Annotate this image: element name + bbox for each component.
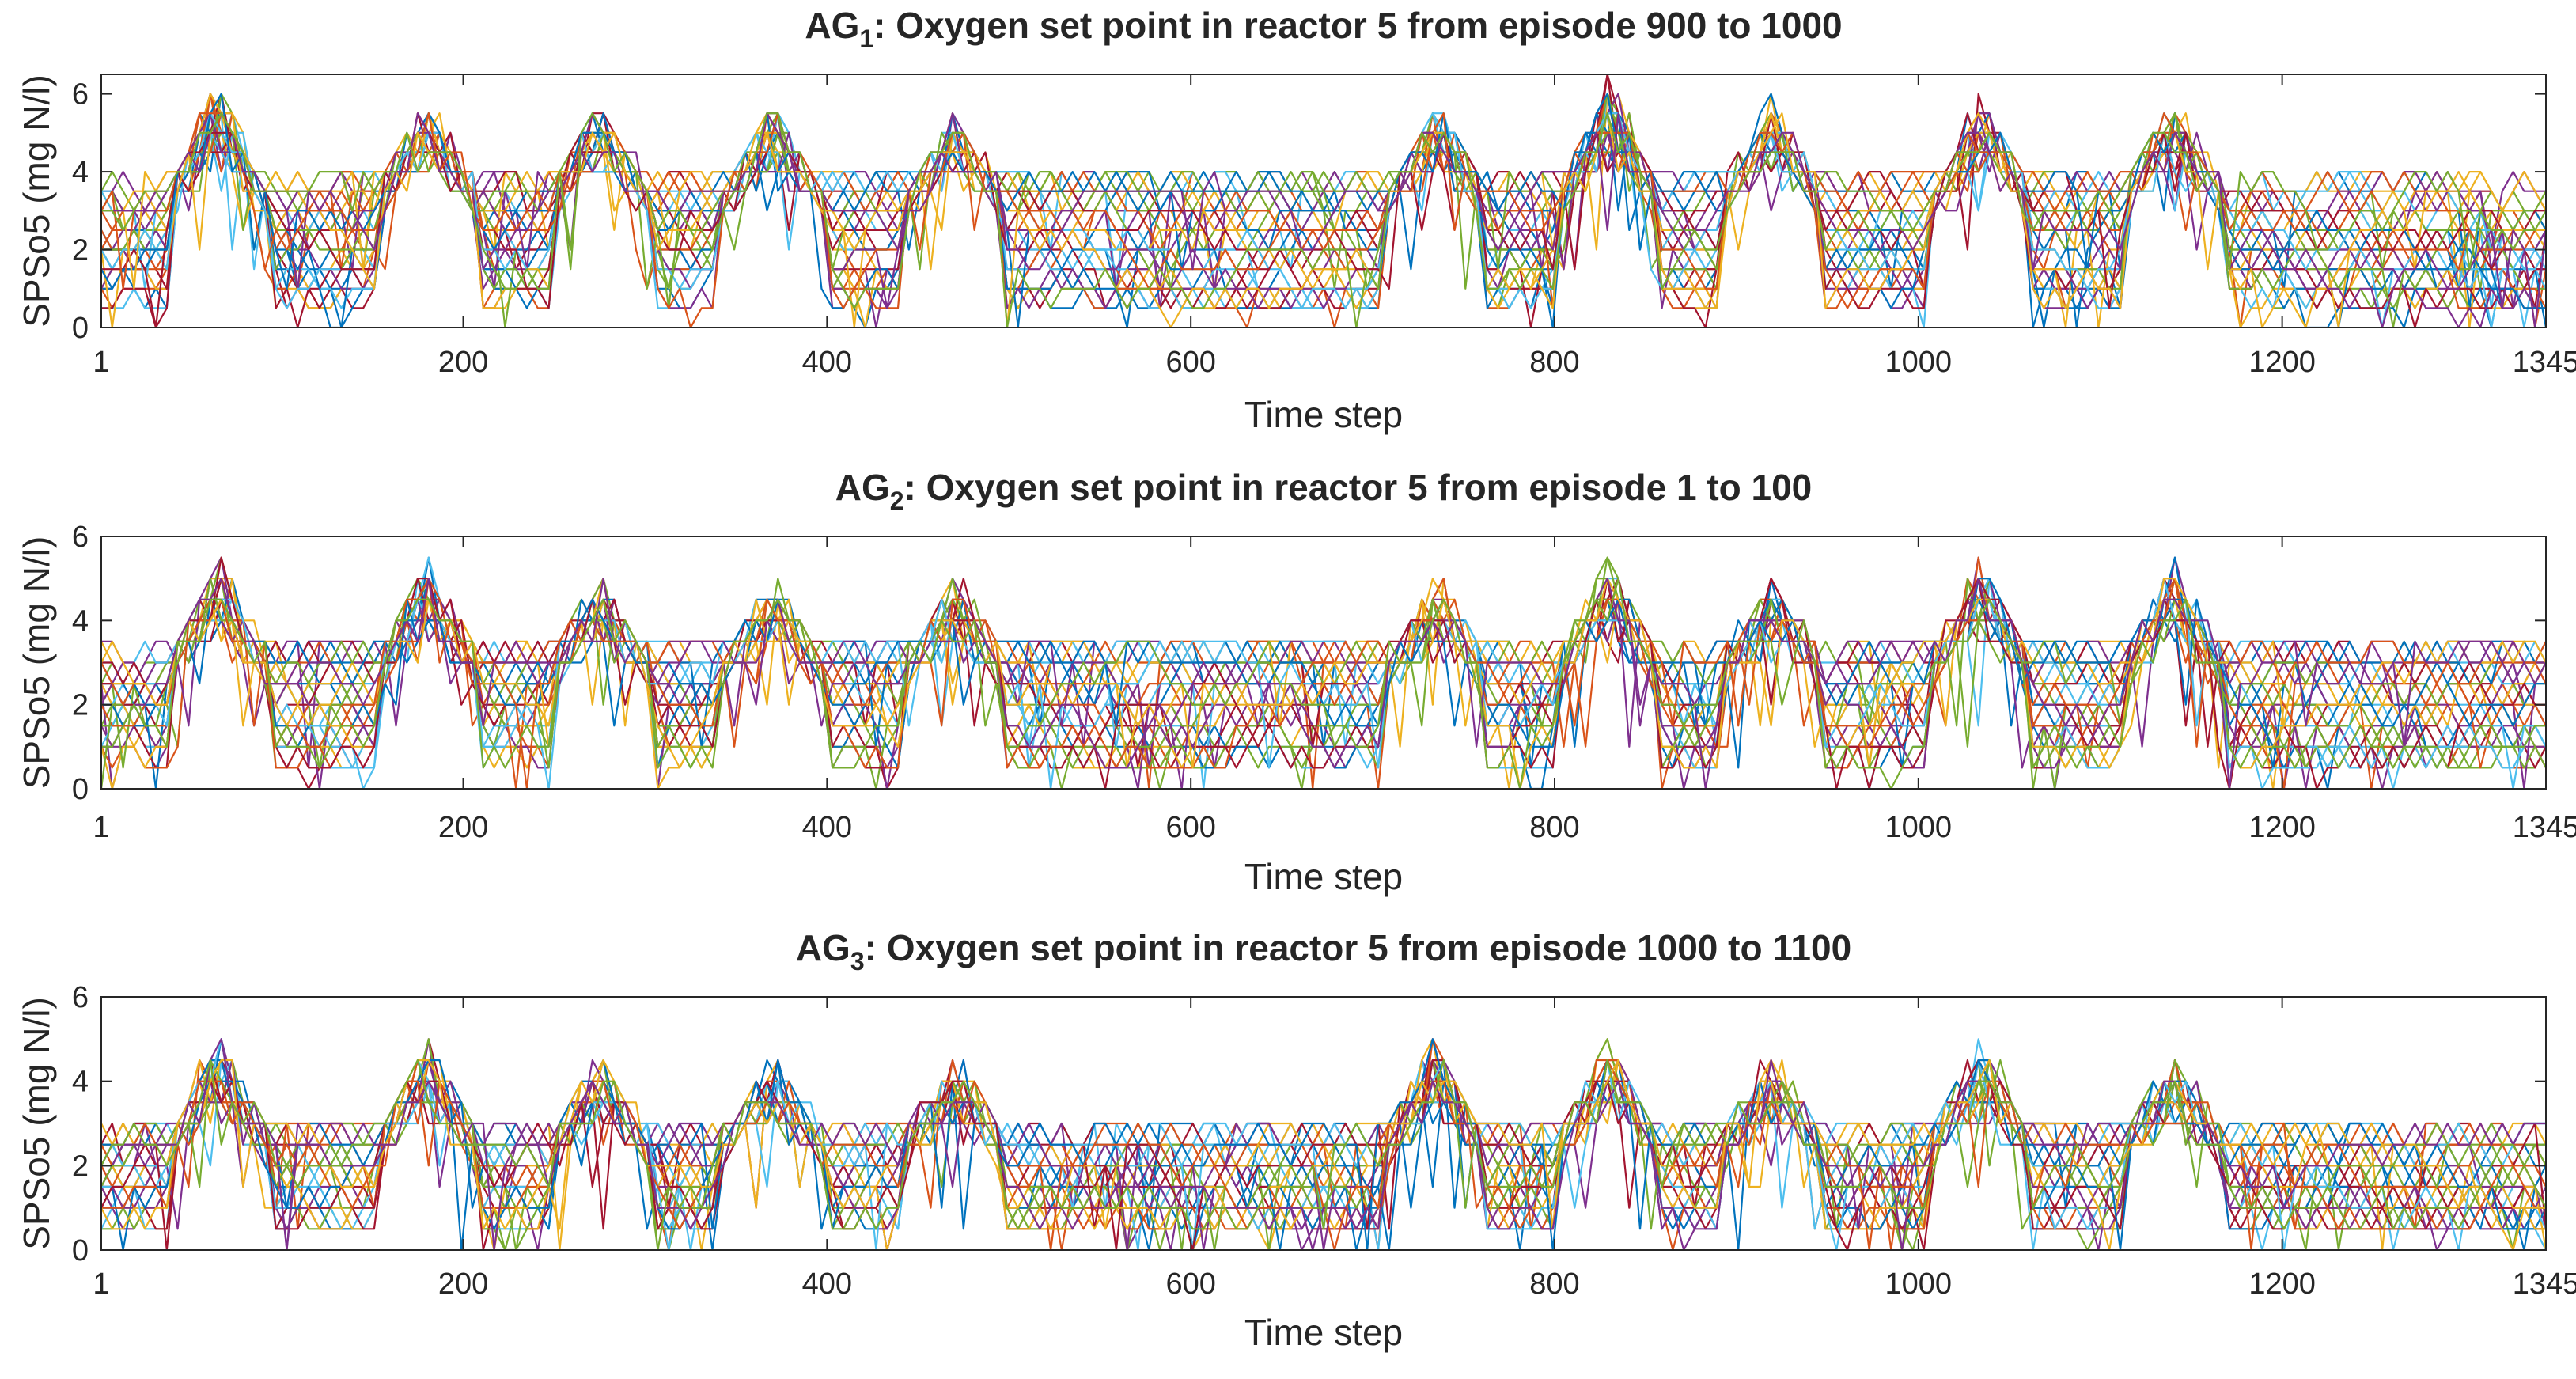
series-line [101,112,2546,309]
y-tick-label: 2 [72,1150,89,1183]
y-tick-label: 6 [72,521,89,554]
x-tick-label: 1 [93,346,109,379]
chart-panel-3: AG3: Oxygen set point in reactor 5 from … [16,927,2576,1353]
x-tick-label: 600 [1165,1267,1215,1301]
x-tick-label: 800 [1529,346,1579,379]
x-axis-label: Time step [1244,856,1403,897]
y-tick-label: 0 [72,773,89,806]
series-line [101,598,2546,748]
chart-title: AG1: Oxygen set point in reactor 5 from … [805,5,1842,53]
title-subscript: 2 [890,487,904,515]
y-tick-label: 2 [72,689,89,722]
series-line [101,1038,2546,1250]
x-tick-label: 400 [802,811,852,844]
series-group [101,556,2546,789]
plot-frame [100,74,2547,328]
x-tick-label: 800 [1529,811,1579,844]
title-rest: : Oxygen set point in reactor 5 from epi… [904,467,1813,508]
chart-panel-1: AG1: Oxygen set point in reactor 5 from … [16,5,2576,435]
plot-frame [100,996,2547,1251]
x-tick-label: 1000 [1885,1267,1953,1301]
y-axis-label: SPSo5 (mg N/l) [16,997,57,1250]
title-subscript: 1 [859,25,873,53]
series-line [101,578,2546,789]
x-tick-label: 1345 [2513,1267,2576,1301]
y-tick-label: 2 [72,234,89,267]
y-tick-label: 6 [72,981,89,1014]
y-tick-label: 0 [72,312,89,345]
x-axis-label: Time step [1244,1312,1403,1353]
series-line [101,93,2546,309]
series-line [101,74,2546,328]
x-tick-label: 1200 [2248,1267,2316,1301]
chart-title: AG2: Oxygen set point in reactor 5 from … [835,467,1813,515]
series-line [101,112,2546,328]
x-tick-label: 200 [438,346,488,379]
y-tick-label: 0 [72,1234,89,1267]
x-tick-label: 1000 [1885,346,1953,379]
series-line [101,112,2546,328]
y-tick-label: 4 [72,1066,89,1099]
chart-title: AG3: Oxygen set point in reactor 5 from … [796,927,1851,976]
title-prefix: AG [835,467,890,508]
title-rest: : Oxygen set point in reactor 5 from epi… [873,5,1842,46]
chart-panel-2: AG2: Oxygen set point in reactor 5 from … [16,467,2576,897]
y-tick-label: 4 [72,604,89,638]
x-tick-label: 1200 [2248,811,2316,844]
x-tick-label: 1200 [2248,346,2316,379]
series-group [101,74,2546,328]
series-line [101,578,2546,789]
title-prefix: AG [796,927,850,968]
x-tick-label: 200 [438,1267,488,1301]
y-axis-label: SPSo5 (mg N/l) [16,536,57,790]
y-tick-label: 6 [72,78,89,112]
y-tick-label: 4 [72,156,89,189]
series-group [101,1038,2546,1250]
title-rest: : Oxygen set point in reactor 5 from epi… [865,927,1852,968]
x-tick-label: 800 [1529,1267,1579,1301]
x-tick-label: 400 [802,346,852,379]
x-tick-label: 600 [1165,346,1215,379]
plot-frame [100,536,2547,790]
series-line [101,1059,2546,1250]
x-tick-label: 400 [802,1267,852,1301]
x-tick-label: 1345 [2513,346,2576,379]
x-tick-label: 1000 [1885,811,1953,844]
series-line [101,112,2546,328]
x-tick-label: 1345 [2513,811,2576,844]
x-tick-label: 600 [1165,811,1215,844]
x-tick-label: 1 [93,811,109,844]
y-axis-label: SPSo5 (mg N/l) [16,74,57,328]
x-axis-label: Time step [1244,394,1403,435]
title-prefix: AG [805,5,859,46]
title-subscript: 3 [850,947,865,976]
x-tick-label: 200 [438,811,488,844]
x-tick-label: 1 [93,1267,109,1301]
series-line [101,1059,2546,1250]
